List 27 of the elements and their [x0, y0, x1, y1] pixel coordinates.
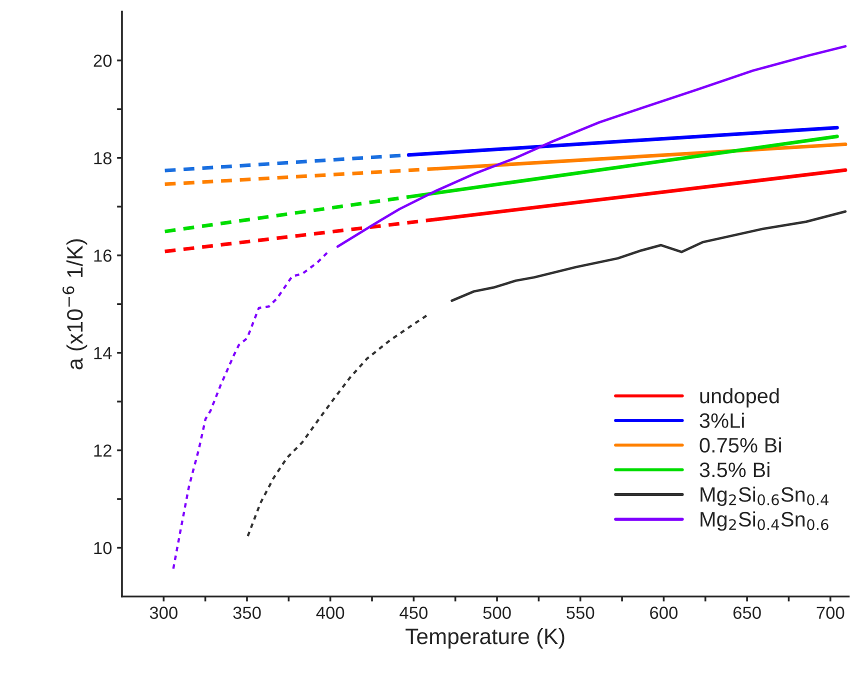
legend-label: Mg$_{2}$Si$_{0.4}$Sn$_{0.6}$ — [700, 511, 828, 531]
legend-label: undoped — [700, 388, 779, 408]
y-axis-title: a (x10$^{−6}$ 1/K) — [62, 239, 88, 370]
y-tick-label: 16 — [94, 250, 112, 262]
y-tick-label: 14 — [94, 347, 112, 360]
line-series — [246, 313, 430, 538]
legend-label: 0.75% Bi — [700, 437, 781, 453]
x-tick-label: 400 — [316, 606, 344, 619]
x-tick-label: 350 — [233, 606, 261, 619]
x-tick-label: 600 — [650, 606, 678, 619]
y-tick-label: 10 — [94, 542, 112, 554]
x-tick-label: 700 — [816, 606, 844, 619]
line-series — [450, 210, 847, 302]
x-tick-label: 650 — [733, 606, 761, 619]
legend-label: Mg$_{2}$Si$_{0.6}$Sn$_{0.4}$ — [700, 486, 828, 506]
x-tick-label: 450 — [400, 606, 428, 619]
y-tick-label: 12 — [94, 444, 112, 457]
legend-label: 3.5% Bi — [700, 462, 770, 478]
x-tick-label: 500 — [483, 606, 511, 619]
x-tick-label: 300 — [150, 606, 178, 619]
x-axis-title: Temperature (K) — [406, 628, 564, 649]
y-tick-label: 20 — [94, 54, 112, 67]
legend-label: 3%Li — [700, 412, 744, 428]
x-tick-label: 550 — [566, 606, 594, 619]
line-series — [172, 252, 328, 570]
y-tick-label: 18 — [94, 152, 112, 164]
line-series — [336, 45, 847, 248]
